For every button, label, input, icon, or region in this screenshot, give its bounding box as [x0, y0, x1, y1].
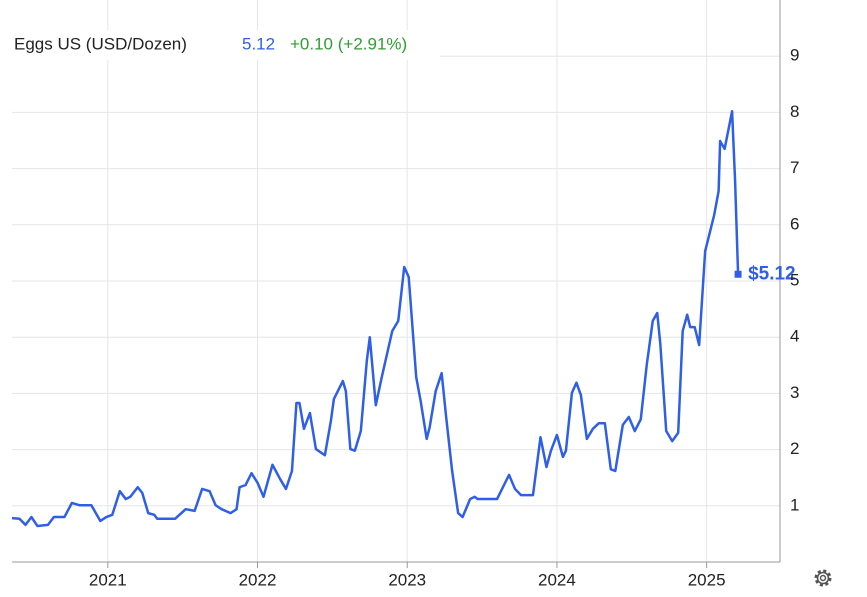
- plot: $5.12: [11, 110, 796, 528]
- y-tick-label: 2: [790, 439, 799, 458]
- y-tick-label: 9: [790, 46, 799, 65]
- change: +0.10 (+2.91%): [290, 34, 407, 53]
- y-tick-label: 6: [790, 214, 799, 233]
- x-tick-label: 2024: [538, 570, 576, 589]
- y-tick-label: 7: [790, 158, 799, 177]
- y-tick-label: 8: [790, 102, 799, 121]
- settings-icon[interactable]: [814, 569, 832, 587]
- value-label: $5.12: [748, 263, 796, 284]
- chart-title: Eggs US (USD/Dozen): [14, 34, 187, 53]
- y-tick-label: 5: [790, 270, 799, 289]
- price: 5.12: [242, 34, 275, 53]
- x-tick-label: 2022: [239, 570, 277, 589]
- grid: [12, 0, 781, 568]
- x-tick-label: 2025: [688, 570, 726, 589]
- line: [11, 110, 740, 528]
- y-tick-label: 4: [790, 327, 799, 346]
- y-tick-label: 1: [790, 495, 799, 514]
- header-bg: [10, 30, 440, 60]
- x-tick-label: 2021: [89, 570, 127, 589]
- x-tick-label: 2023: [388, 570, 426, 589]
- end-marker: [734, 270, 742, 278]
- y-tick-label: 3: [790, 383, 799, 402]
